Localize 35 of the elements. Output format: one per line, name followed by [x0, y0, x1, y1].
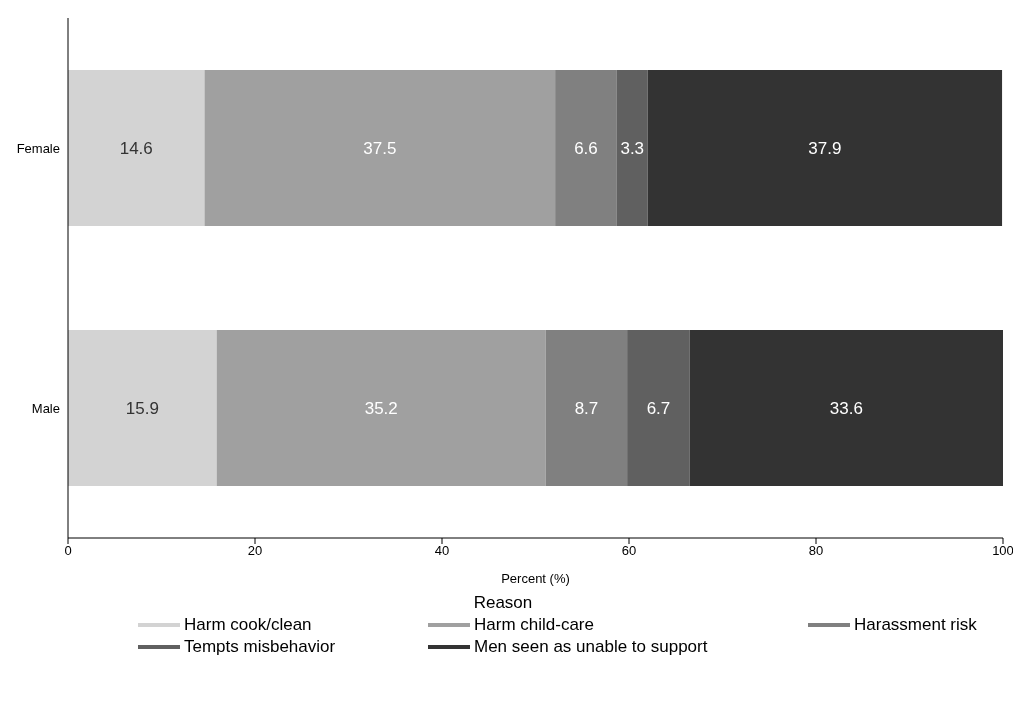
x-tick-label: 40 — [434, 543, 450, 559]
bar — [555, 70, 617, 226]
y-tick-label: Female — [16, 140, 60, 156]
bar — [204, 70, 556, 226]
x-tick-label: 100 — [992, 543, 1013, 559]
data-label: 6.7 — [646, 399, 671, 419]
bar — [647, 70, 1003, 226]
data-label: 3.3 — [620, 139, 645, 159]
data-label: 37.9 — [808, 139, 842, 159]
bar — [216, 330, 546, 486]
bar — [689, 330, 1003, 486]
x-tick-label: 80 — [808, 543, 824, 559]
x-tick-label: 60 — [621, 543, 637, 559]
data-label: 33.6 — [829, 399, 863, 419]
data-label: 37.5 — [363, 139, 397, 159]
data-label: 35.2 — [364, 399, 398, 419]
data-label: 6.6 — [574, 139, 598, 159]
legend-label: Harassment risk — [854, 615, 977, 635]
x-axis-title: Percent (%) — [501, 571, 570, 586]
data-label: 14.6 — [119, 139, 153, 159]
legend-label: Tempts misbehavior — [184, 637, 336, 657]
bar — [68, 330, 217, 486]
bar — [68, 70, 205, 226]
data-label: 8.7 — [574, 399, 599, 419]
bar — [616, 70, 648, 226]
y-tick-label: Male — [31, 400, 60, 416]
bar — [545, 330, 628, 486]
legend-label: Men seen as unable to support — [474, 637, 708, 657]
data-label: 15.9 — [125, 399, 159, 419]
legend-label: Harm cook/clean — [184, 615, 312, 635]
x-tick-label: 20 — [247, 543, 263, 559]
bar — [627, 330, 690, 486]
x-tick-label: 0 — [64, 543, 72, 559]
legend-label: Harm child-care — [474, 615, 594, 635]
legend-title: Reason — [472, 593, 534, 613]
